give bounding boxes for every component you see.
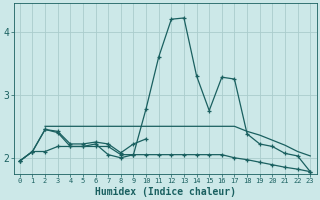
X-axis label: Humidex (Indice chaleur): Humidex (Indice chaleur) bbox=[94, 186, 236, 197]
